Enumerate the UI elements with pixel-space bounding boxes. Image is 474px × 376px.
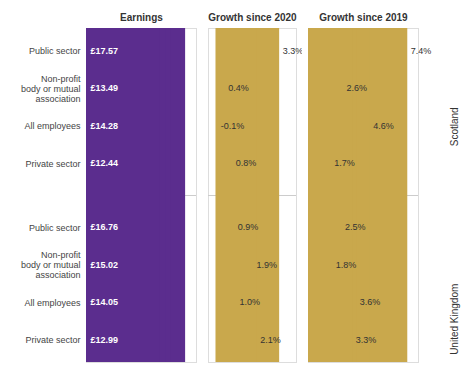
svg-text:Growth since 2020: Growth since 2020 [208,12,297,23]
svg-text:Scotland: Scotland [449,107,460,146]
svg-text:1.8%: 1.8% [336,260,357,270]
svg-text:£15.02: £15.02 [91,260,119,270]
svg-text:1.0%: 1.0% [240,297,261,307]
svg-text:£16.76: £16.76 [91,222,119,232]
svg-text:4.6%: 4.6% [373,121,394,131]
svg-text:0.8%: 0.8% [236,158,257,168]
svg-text:Public sector: Public sector [29,46,81,56]
svg-text:All employees: All employees [24,121,81,131]
svg-text:£14.28: £14.28 [91,121,119,131]
svg-text:£12.44: £12.44 [91,158,119,168]
svg-text:2.6%: 2.6% [346,83,367,93]
svg-text:3.3%: 3.3% [356,335,377,345]
svg-text:Earnings: Earnings [120,12,163,23]
svg-text:£17.57: £17.57 [91,46,119,56]
svg-text:£14.05: £14.05 [91,297,119,307]
svg-text:2.1%: 2.1% [260,335,281,345]
svg-text:Growth since 2019: Growth since 2019 [319,12,408,23]
svg-text:3.3%: 3.3% [283,46,304,56]
svg-text:£12.99: £12.99 [91,335,119,345]
svg-text:0.4%: 0.4% [228,83,249,93]
svg-text:All employees: All employees [24,298,81,308]
svg-text:Non-profitbody or mutualassoci: Non-profitbody or mutualassociation [21,74,81,104]
svg-text:2.5%: 2.5% [345,222,366,232]
svg-text:Public sector: Public sector [29,223,81,233]
svg-text:3.6%: 3.6% [360,297,381,307]
svg-text:1.9%: 1.9% [256,260,277,270]
svg-text:-0.1%: -0.1% [221,121,245,131]
svg-text:Private sector: Private sector [25,159,80,169]
svg-text:Private sector: Private sector [25,335,80,345]
svg-text:£13.49: £13.49 [91,83,119,93]
svg-text:0.9%: 0.9% [238,222,259,232]
svg-text:1.7%: 1.7% [334,158,355,168]
svg-text:United Kingdom: United Kingdom [449,284,460,355]
svg-text:7.4%: 7.4% [411,46,432,56]
svg-text:Non-profitbody or mutualassoci: Non-profitbody or mutualassociation [21,250,81,280]
